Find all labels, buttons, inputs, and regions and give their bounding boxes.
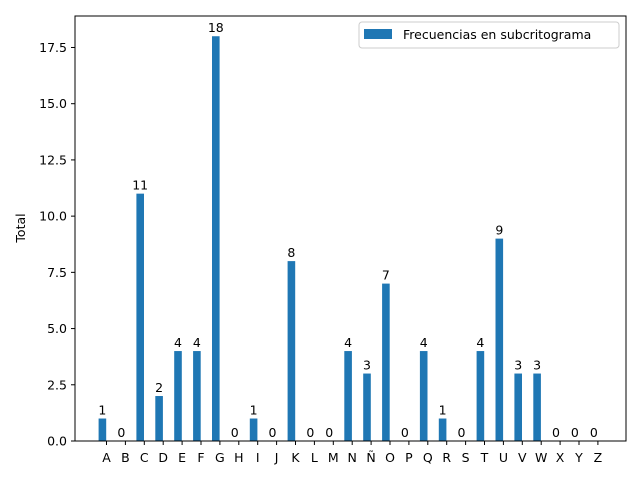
x-tick-label-K: K — [291, 450, 300, 465]
x-tick-label-L: L — [311, 450, 318, 465]
data-label-P: 0 — [401, 425, 409, 440]
x-tick-label-J: J — [274, 450, 279, 465]
y-tick-label: 17.5 — [39, 40, 67, 55]
x-tick-label-V: V — [518, 450, 527, 465]
data-label-Ñ: 3 — [363, 358, 371, 373]
data-label-C: 11 — [132, 178, 148, 193]
bar-Q — [419, 351, 428, 441]
y-tick-label: 5.0 — [47, 321, 67, 336]
data-label-W: 3 — [533, 358, 541, 373]
x-tick-label-T: T — [480, 450, 489, 465]
y-axis-title: Total — [13, 213, 28, 243]
data-label-E: 4 — [174, 335, 182, 350]
data-label-A: 1 — [98, 403, 106, 418]
data-label-K: 8 — [287, 245, 295, 260]
bar-U — [495, 238, 504, 441]
data-label-N: 4 — [344, 335, 352, 350]
data-label-G: 18 — [208, 20, 224, 35]
x-tick-label-Z: Z — [594, 450, 603, 465]
data-label-S: 0 — [458, 425, 466, 440]
x-tick-label-B: B — [121, 450, 130, 465]
legend-box — [358, 21, 620, 49]
y-tick-label: 0.0 — [47, 434, 67, 449]
bar-Ñ — [363, 373, 371, 441]
data-label-M: 0 — [325, 425, 333, 440]
bars-group — [98, 36, 541, 441]
data-label-Z: 0 — [590, 425, 598, 440]
x-tick-label-D: D — [158, 450, 168, 465]
x-tick-label-I: I — [256, 450, 260, 465]
x-tick-label-A: A — [102, 450, 111, 465]
x-tick-label-N: N — [348, 450, 357, 465]
x-tick-label-G: G — [215, 450, 225, 465]
bar-K — [287, 261, 296, 441]
bar-O — [382, 283, 390, 441]
data-label-I: 1 — [250, 403, 258, 418]
bar-A — [98, 418, 107, 441]
x-tick-label-H: H — [234, 450, 243, 465]
x-tick-label-U: U — [499, 450, 508, 465]
data-label-J: 0 — [269, 425, 277, 440]
data-label-F: 4 — [193, 335, 201, 350]
data-label-L: 0 — [306, 425, 314, 440]
y-tick-label: 10.0 — [39, 209, 67, 224]
y-tick-label: 12.5 — [39, 152, 67, 167]
bar-E — [174, 351, 182, 441]
data-label-H: 0 — [231, 425, 239, 440]
data-label-B: 0 — [117, 425, 125, 440]
x-tick-label-F: F — [197, 450, 204, 465]
data-label-Y: 0 — [571, 425, 579, 440]
bar-D — [155, 396, 163, 441]
x-tick-label-X: X — [556, 450, 565, 465]
y-tick-label: 15.0 — [39, 96, 67, 111]
bar-V — [514, 373, 522, 441]
data-label-T: 4 — [476, 335, 484, 350]
data-label-X: 0 — [552, 425, 560, 440]
x-tick-label-E: E — [178, 450, 186, 465]
y-tick-label: 7.5 — [47, 265, 67, 280]
data-label-U: 9 — [495, 223, 503, 238]
x-tick-label-C: C — [140, 450, 149, 465]
data-label-R: 1 — [439, 403, 447, 418]
data-label-O: 7 — [382, 268, 390, 283]
data-label-Q: 4 — [420, 335, 428, 350]
x-tick-label-O: O — [385, 450, 395, 465]
legend: Frecuencias en subcritograma — [358, 21, 620, 49]
x-tick-label-S: S — [462, 450, 470, 465]
bar-G — [212, 36, 220, 441]
x-tick-label-W: W — [535, 450, 547, 465]
data-label-V: 3 — [514, 358, 522, 373]
bar-C — [136, 193, 144, 441]
bar-W — [533, 373, 541, 441]
plot-frame — [74, 15, 627, 442]
x-tick-label-Ñ: Ñ — [366, 450, 375, 465]
x-tick-label-R: R — [442, 450, 451, 465]
bar-I — [249, 418, 258, 441]
x-tick-label-M: M — [328, 450, 339, 465]
legend-swatch — [364, 29, 392, 39]
bar-R — [438, 418, 447, 441]
y-axis: 0.0 2.5 5.0 7.5 10.0 12.5 15.0 17.5 — [39, 40, 75, 449]
x-tick-label-Y: Y — [574, 450, 583, 465]
bar-T — [476, 351, 485, 441]
y-tick-label: 2.5 — [47, 377, 67, 392]
x-tick-label-Q: Q — [423, 450, 433, 465]
bar-F — [193, 351, 201, 441]
legend-label: Frecuencias en subcritograma — [403, 27, 591, 42]
bar-N — [344, 351, 352, 441]
x-tick-label-P: P — [405, 450, 413, 465]
data-label-D: 2 — [155, 380, 163, 395]
